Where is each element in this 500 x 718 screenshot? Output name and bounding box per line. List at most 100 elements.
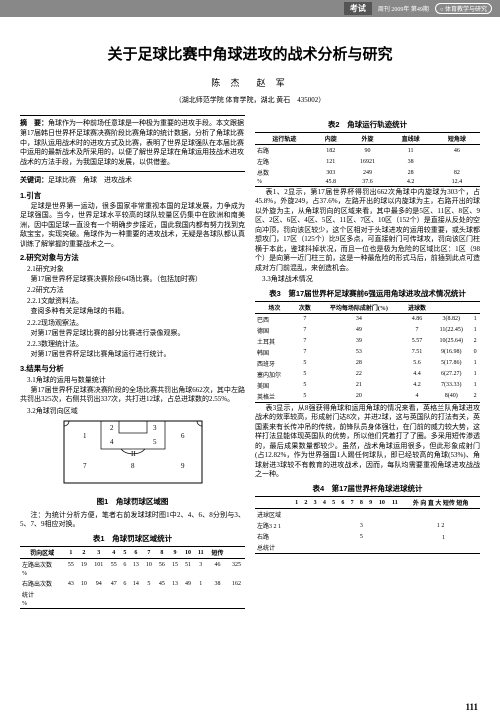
cell: 1 bbox=[470, 313, 480, 325]
journal-header: 考试 周刊 2009年 第49期 ○ 体育教学与研究 bbox=[0, 0, 500, 17]
cell bbox=[120, 589, 129, 600]
subsec-32: 3.2角球罚向区域 bbox=[20, 406, 245, 416]
subsec-21: 2.1研究对象 bbox=[20, 264, 245, 274]
cell: 左路3 2 1 bbox=[255, 520, 292, 531]
col-header: 平均每场际成射门(%) bbox=[316, 301, 402, 313]
cell: 7 bbox=[294, 336, 316, 347]
cell bbox=[389, 520, 402, 531]
table-row: 左路出次数55191015561310561551346325 bbox=[20, 559, 245, 571]
cell: 西班牙 bbox=[255, 358, 294, 369]
cell bbox=[389, 542, 402, 554]
cell bbox=[228, 600, 245, 609]
cell bbox=[120, 570, 129, 578]
col-header: 进球数 bbox=[402, 301, 432, 313]
cell bbox=[357, 542, 366, 554]
cell: 303 bbox=[314, 167, 348, 178]
cell bbox=[129, 570, 142, 578]
cell: 162 bbox=[228, 578, 245, 589]
cell: 7(33.33) bbox=[432, 380, 470, 391]
table-row: 统计 bbox=[20, 589, 245, 600]
cell bbox=[292, 520, 301, 531]
cell bbox=[194, 570, 207, 578]
cell: 21 bbox=[316, 380, 402, 391]
cell: 34 bbox=[316, 313, 402, 325]
cell bbox=[292, 509, 301, 521]
paper-title: 关于足球比赛中角球进攻的战术分析与研究 bbox=[20, 43, 480, 64]
col-header: 5 bbox=[120, 547, 129, 559]
para-222: 对第17届世界足球比赛的部分比赛进行录像观察。 bbox=[20, 329, 245, 338]
cell: % bbox=[20, 570, 64, 578]
cell: 4.2 bbox=[402, 380, 432, 391]
cell bbox=[338, 520, 347, 531]
col-header: 内旋 bbox=[314, 133, 348, 145]
cell: 7 bbox=[294, 313, 316, 325]
cell: 46 bbox=[434, 145, 480, 157]
table-row: 土耳其7395.5710(25.64)2 bbox=[255, 336, 480, 347]
cell: 11(22.45) bbox=[432, 325, 470, 336]
table2-title: 表2 角球运行轨迹统计 bbox=[255, 119, 480, 130]
col-header: 2 bbox=[301, 497, 310, 509]
para-1: 足球是世界第一运动，很多国家非常重视本国的足球发展，力争成为足球强国。当今，世界… bbox=[20, 202, 245, 249]
cell: 16921 bbox=[348, 156, 388, 167]
cell: 3 bbox=[357, 520, 366, 531]
cell bbox=[366, 542, 375, 554]
cell: 5 bbox=[294, 391, 316, 403]
cell: 43 bbox=[64, 578, 77, 589]
figure-1: 1 2 3 4 5 6 II 7 8 9 图1 角球罚球区域图 bbox=[20, 420, 245, 507]
cell: 3(8.82) bbox=[432, 313, 470, 325]
svg-text:4: 4 bbox=[110, 438, 114, 446]
cell bbox=[329, 542, 338, 554]
cell: 4 bbox=[402, 391, 432, 403]
cell: 巴西 bbox=[255, 313, 294, 325]
col-header: 11 bbox=[389, 497, 402, 509]
cell: 13 bbox=[129, 559, 142, 571]
col-header: 运行轨迹 bbox=[255, 133, 314, 145]
table4: 1234567891011外 向 直 大 短传 短角 进球区域左路3 2 131… bbox=[255, 496, 480, 554]
cell bbox=[194, 600, 207, 609]
col-header: 8 bbox=[357, 497, 366, 509]
cell bbox=[107, 589, 120, 600]
cell: 5 bbox=[357, 531, 366, 542]
table2: 运行轨迹内旋外旋直线球短角球 右路182901146左路1211692138总数… bbox=[255, 132, 480, 187]
cell bbox=[90, 589, 107, 600]
cell bbox=[77, 570, 90, 578]
cell: 5 bbox=[294, 380, 316, 391]
cell bbox=[348, 542, 357, 554]
cell bbox=[375, 542, 388, 554]
cell bbox=[142, 570, 155, 578]
para-21: 第17届世界杯足球赛决赛阶段64场比赛。（包括加时赛） bbox=[20, 275, 245, 284]
cell bbox=[168, 600, 181, 609]
cell bbox=[228, 589, 245, 600]
cell: 11 bbox=[387, 145, 433, 157]
cell bbox=[301, 542, 310, 554]
cell: 1 bbox=[194, 578, 207, 589]
cell bbox=[207, 589, 228, 600]
cell: 2 bbox=[470, 391, 480, 403]
table-row: 进球区域 bbox=[255, 509, 480, 521]
cell bbox=[338, 531, 347, 542]
para-t2: 表1、2显示，第17届世界杯得罚出662次角球中内旋球为303个，占45.8%，… bbox=[255, 188, 480, 273]
col-header: 4 bbox=[320, 497, 329, 509]
cell bbox=[107, 600, 120, 609]
para-t3: 表3显示，从8强获得角球和运用角球的情况来看，英格兰队角球进攻战术的效率较高，形… bbox=[255, 404, 480, 480]
cell: 45 bbox=[155, 578, 168, 589]
keywords: 关键词：足球比赛 角球 进攻战术 bbox=[20, 176, 245, 186]
table-row: 德国749711(22.45)1 bbox=[255, 325, 480, 336]
abstract: 摘 要：角球作为一种前场任意球是一种极为重要的进攻手段。本文跟据第17届韩日世界… bbox=[20, 115, 245, 172]
cell bbox=[77, 589, 90, 600]
cell bbox=[168, 570, 181, 578]
cell: 49 bbox=[316, 325, 402, 336]
header-tag: 考试 bbox=[344, 2, 372, 15]
cell: 55 bbox=[64, 559, 77, 571]
cell: 美国 bbox=[255, 380, 294, 391]
cell: 左路 bbox=[255, 156, 314, 167]
cell: 45.8 bbox=[314, 178, 348, 187]
cell: 6 bbox=[120, 559, 129, 571]
cell: 5.57 bbox=[402, 336, 432, 347]
col-header: 1 bbox=[292, 497, 301, 509]
cell: 49 bbox=[181, 578, 194, 589]
page-number: 111 bbox=[465, 702, 478, 712]
col-header: 6 bbox=[338, 497, 347, 509]
table-row: 美国5214.27(33.33)1 bbox=[255, 380, 480, 391]
table-row: 右路182901146 bbox=[255, 145, 480, 157]
